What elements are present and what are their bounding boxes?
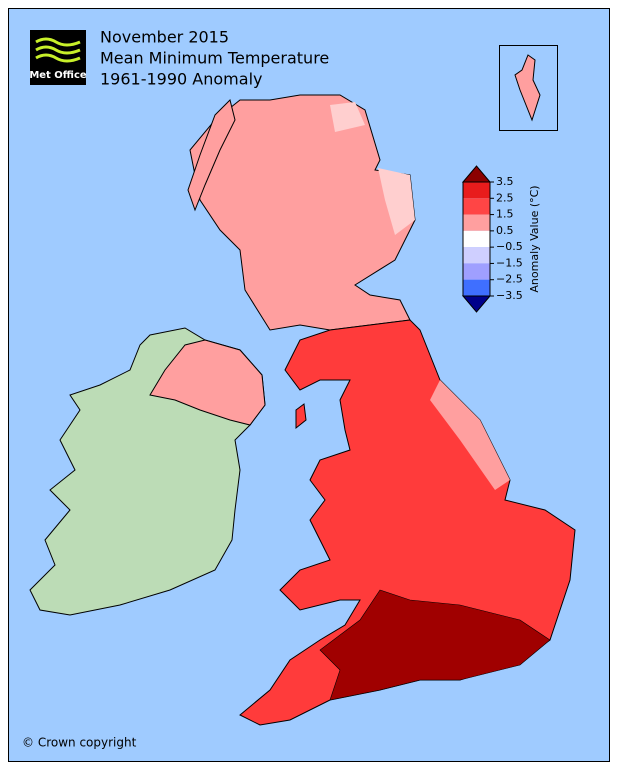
ne-england [430, 380, 510, 490]
colorbar-segment [463, 214, 490, 231]
colorbar-frame [462, 181, 491, 297]
title-line: Mean Minimum Temperature [100, 49, 329, 68]
colorbar-segment [463, 247, 490, 264]
colorbar-tick-label: −1.5 [496, 256, 523, 269]
copyright: © Crown copyright [22, 736, 137, 750]
title-line: 1961-1990 Anomaly [100, 70, 262, 89]
colorbar-tick-label: 0.5 [496, 224, 514, 237]
colorbar-label: Anomaly Value (°C) [528, 185, 541, 292]
colorbar-tick-label: 1.5 [496, 208, 514, 221]
logo-waves [35, 37, 81, 63]
logo-text: Met Office [29, 70, 87, 81]
colorbar-tick-label: 2.5 [496, 191, 514, 204]
isle-of-man [295, 403, 307, 430]
northern-ireland [149, 339, 266, 426]
colorbar-segment [463, 198, 490, 215]
colorbar-tick-label: −0.5 [496, 240, 523, 253]
scotland-light [330, 102, 365, 132]
colorbar-segment [463, 230, 490, 248]
shetland [514, 54, 541, 122]
colorbar: 3.5 2.5 1.5 0.5 −0.5 −1.5 −2.5 −3.5 Anomaly Valu… [461, 165, 541, 313]
colorbar-tick-label: −3.5 [496, 289, 523, 302]
colorbar-segment [463, 182, 490, 199]
colorbar-segment [463, 263, 490, 280]
colorbar-tick-label: −2.5 [496, 273, 523, 286]
inset-box [499, 45, 558, 131]
colorbar-tick-label: 3.5 [496, 175, 514, 188]
south-england [319, 589, 551, 701]
colorbar-segment [463, 279, 490, 296]
scotland-light [378, 168, 415, 235]
hebrides [187, 99, 236, 212]
title-line: November 2015 [100, 28, 229, 47]
